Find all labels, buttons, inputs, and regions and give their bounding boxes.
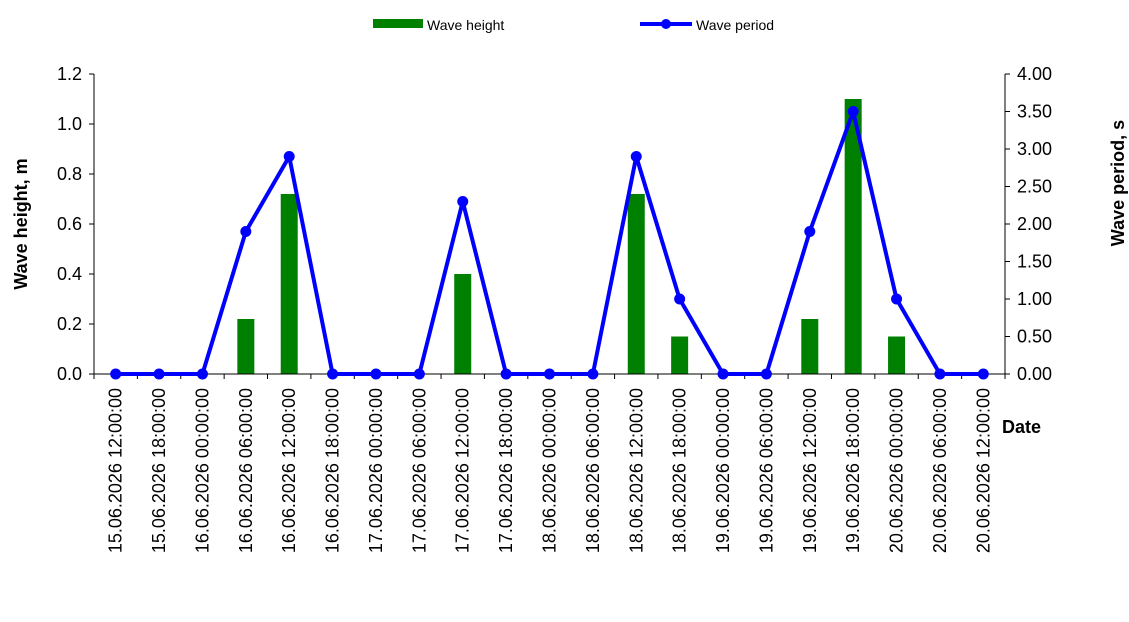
bar-wave-height bbox=[801, 319, 819, 374]
y-tick-label-left: 0.2 bbox=[57, 314, 82, 334]
x-tick-label: 17.06.2026 00:00:00 bbox=[366, 388, 386, 553]
bar-wave-height bbox=[888, 336, 906, 374]
y-tick-label-left: 0.4 bbox=[57, 264, 82, 284]
y-tick-label-right: 2.00 bbox=[1017, 214, 1052, 234]
bar-wave-height bbox=[237, 319, 255, 374]
x-tick-label: 20.06.2026 12:00:00 bbox=[973, 388, 993, 553]
point-wave-period bbox=[934, 368, 946, 380]
plot-area: 0.0 0.2 0.4 0.6 0.8 1.0 1.2 0.00 0.50 1.00 1.50 2.0… bbox=[57, 64, 1052, 553]
x-tick-label: 15.06.2026 18:00:00 bbox=[149, 388, 169, 553]
point-wave-period bbox=[370, 368, 382, 380]
legend-marker-wave-period bbox=[661, 19, 671, 29]
x-tick-label: 16.06.2026 00:00:00 bbox=[192, 388, 212, 553]
x-tick-label: 19.06.2026 12:00:00 bbox=[800, 388, 820, 553]
legend-label-wave-period: Wave period bbox=[696, 17, 774, 33]
x-tick-label: 16.06.2026 12:00:00 bbox=[279, 388, 299, 553]
point-wave-period bbox=[283, 151, 295, 162]
x-tick-label: 20.06.2026 00:00:00 bbox=[887, 388, 907, 553]
x-tick-label: 18.06.2026 06:00:00 bbox=[583, 388, 603, 553]
x-tick-label: 19.06.2026 06:00:00 bbox=[756, 388, 776, 553]
y-tick-label-right: 0.00 bbox=[1017, 364, 1052, 384]
x-tick-label: 18.06.2026 18:00:00 bbox=[670, 388, 690, 553]
x-tick-label: 18.06.2026 12:00:00 bbox=[626, 388, 646, 553]
x-tick-label: 18.06.2026 00:00:00 bbox=[540, 388, 560, 553]
x-tick-label: 16.06.2026 18:00:00 bbox=[323, 388, 343, 553]
x-tick-label: 15.06.2026 12:00:00 bbox=[106, 388, 126, 553]
point-wave-period bbox=[760, 368, 772, 380]
y-axis-title-left: Wave height, m bbox=[11, 158, 31, 289]
point-wave-period bbox=[847, 106, 859, 117]
bar-wave-height bbox=[627, 194, 645, 374]
point-wave-period bbox=[630, 151, 642, 162]
point-wave-period bbox=[804, 226, 816, 237]
bar-wave-height bbox=[844, 99, 862, 374]
x-tick-label: 19.06.2026 00:00:00 bbox=[713, 388, 733, 553]
point-wave-period bbox=[240, 226, 252, 237]
y-tick-label-right: 3.50 bbox=[1017, 102, 1052, 122]
point-wave-period bbox=[674, 293, 686, 305]
legend-label-wave-height: Wave height bbox=[427, 17, 504, 33]
x-tick-label: 17.06.2026 18:00:00 bbox=[496, 388, 516, 553]
y-tick-label-left: 0.8 bbox=[57, 164, 82, 184]
point-wave-period bbox=[413, 368, 425, 380]
x-tick-label: 17.06.2026 12:00:00 bbox=[453, 388, 473, 553]
point-wave-period bbox=[457, 196, 469, 207]
point-wave-period bbox=[977, 368, 989, 380]
legend-swatch-wave-height bbox=[373, 19, 423, 28]
y-axis-title-right: Wave period, s bbox=[1108, 120, 1128, 246]
x-tick-label: 19.06.2026 18:00:00 bbox=[843, 388, 863, 553]
point-wave-period bbox=[891, 293, 903, 305]
point-wave-period bbox=[717, 368, 729, 380]
y-tick-label-right: 1.00 bbox=[1017, 289, 1052, 309]
x-tick-label: 20.06.2026 06:00:00 bbox=[930, 388, 950, 553]
x-tick-label: 16.06.2026 06:00:00 bbox=[236, 388, 256, 553]
bar-wave-height bbox=[280, 194, 298, 374]
point-wave-period bbox=[587, 368, 599, 380]
legend: Wave height Wave period bbox=[373, 17, 774, 33]
point-wave-period bbox=[327, 368, 339, 380]
point-wave-period bbox=[110, 368, 122, 380]
y-tick-label-right: 0.50 bbox=[1017, 327, 1052, 347]
bar-wave-height bbox=[671, 336, 689, 374]
point-wave-period bbox=[196, 368, 208, 380]
y-tick-label-left: 0.6 bbox=[57, 214, 82, 234]
point-wave-period bbox=[544, 368, 555, 380]
y-tick-label-left: 1.2 bbox=[57, 64, 82, 84]
y-tick-label-left: 0.0 bbox=[57, 364, 82, 384]
y-tick-label-right: 1.50 bbox=[1017, 252, 1052, 272]
point-wave-period bbox=[500, 368, 512, 380]
y-tick-label-left: 1.0 bbox=[57, 114, 82, 134]
y-tick-label-right: 2.50 bbox=[1017, 177, 1052, 197]
y-tick-label-right: 4.00 bbox=[1017, 64, 1052, 84]
bar-wave-height bbox=[454, 274, 472, 374]
point-wave-period bbox=[153, 368, 165, 380]
x-axis-title: Date bbox=[1002, 417, 1041, 437]
x-tick-label: 17.06.2026 06:00:00 bbox=[409, 388, 429, 553]
y-tick-label-right: 3.00 bbox=[1017, 139, 1052, 159]
